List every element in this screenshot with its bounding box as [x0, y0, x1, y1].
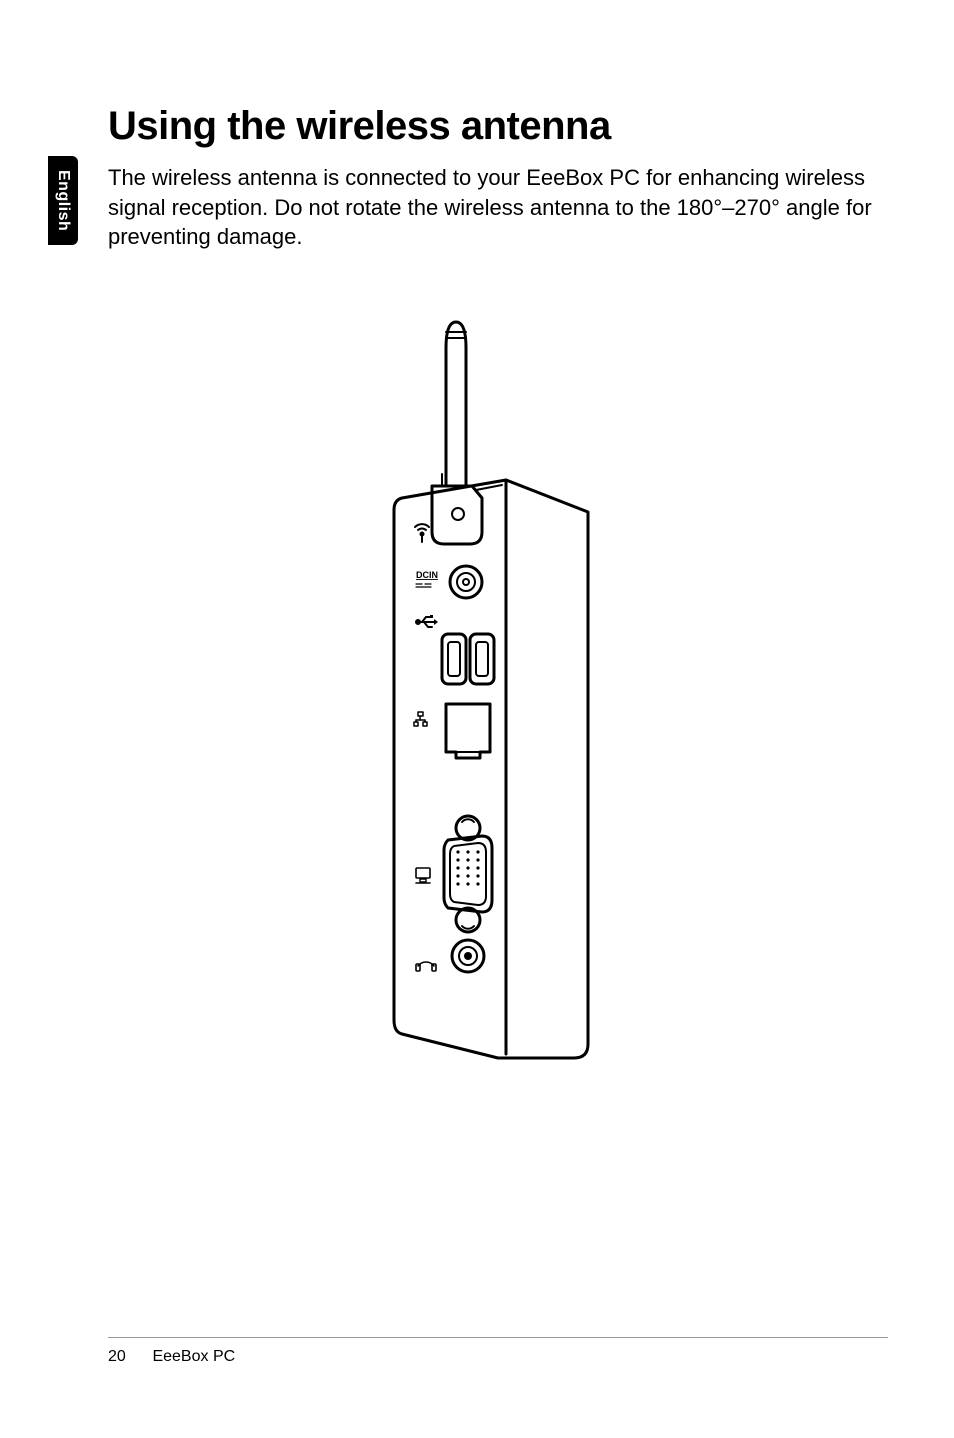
eeebox-rear-illustration: DCIN — [378, 298, 618, 1068]
language-tab: English — [48, 156, 78, 245]
page-footer: 20 EeeBox PC — [108, 1337, 888, 1366]
body-paragraph: The wireless antenna is connected to you… — [108, 163, 888, 252]
device-diagram: DCIN — [108, 298, 888, 1068]
page-heading: Using the wireless antenna — [108, 104, 888, 149]
page-number: 20 — [108, 1348, 148, 1366]
footer-product-name: EeeBox PC — [152, 1348, 235, 1365]
svg-text:DCIN: DCIN — [416, 570, 438, 580]
main-content: Using the wireless antenna The wireless … — [108, 104, 888, 1068]
